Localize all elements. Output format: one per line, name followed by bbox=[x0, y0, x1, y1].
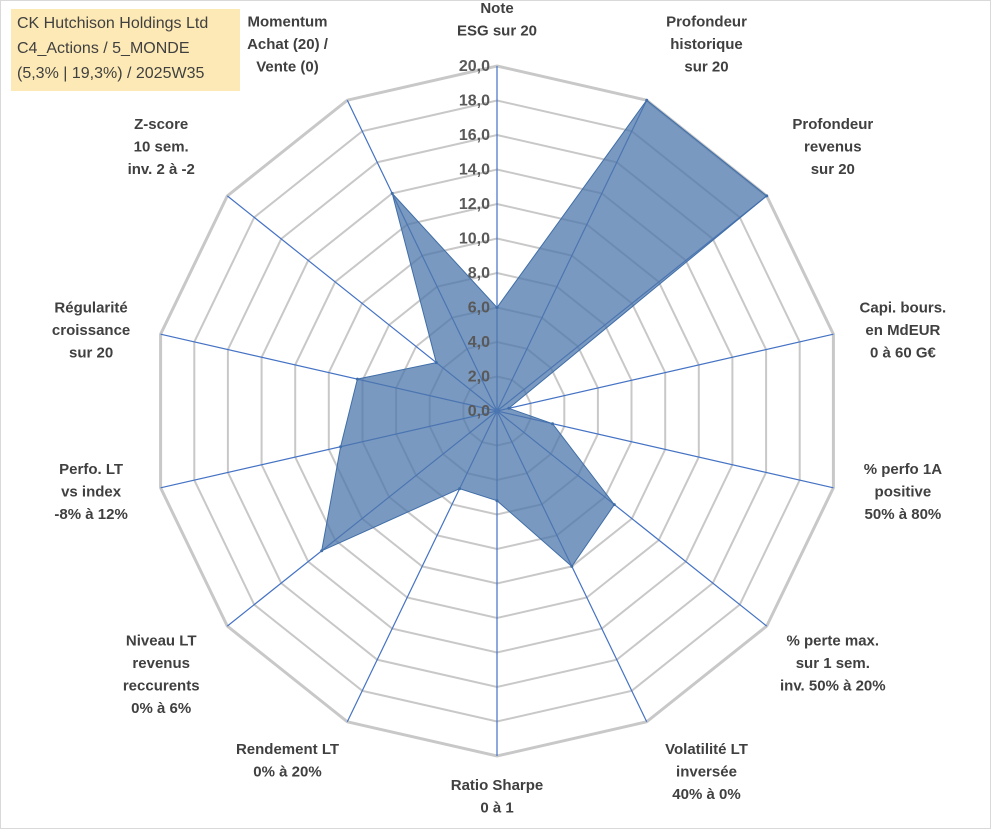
axis-label: % perfo 1A positive 50% à 80% bbox=[864, 461, 943, 523]
axis-label: Rendement LT 0% à 20% bbox=[236, 741, 339, 781]
data-point bbox=[434, 361, 438, 365]
chart-title-box: CK Hutchison Holdings Ltd C4_Actions / 5… bbox=[11, 9, 240, 91]
axis-label: Volatilité LT inversée 40% à 0% bbox=[665, 741, 748, 803]
data-point bbox=[612, 503, 616, 507]
axis-label: Capi. bours. en MdEUR 0 à 60 G€ bbox=[860, 300, 947, 362]
series-area bbox=[320, 98, 769, 568]
tick-label: 0,0 bbox=[468, 403, 490, 420]
data-point bbox=[458, 487, 462, 491]
tick-label: 2,0 bbox=[468, 369, 490, 386]
axis-label: Momentum Achat (20) / Vente (0) bbox=[247, 13, 329, 75]
title-line-1: CK Hutchison Holdings Ltd bbox=[17, 15, 209, 32]
data-point bbox=[495, 306, 499, 309]
title-line-3: (5,3% | 19,3%) / 2025W35 bbox=[17, 65, 205, 82]
data-point bbox=[355, 377, 359, 381]
tick-label: 12,0 bbox=[459, 196, 490, 213]
axis-label: Note ESG sur 20 bbox=[457, 0, 537, 40]
tick-label: 20,0 bbox=[459, 58, 490, 75]
data-point bbox=[495, 499, 499, 503]
tick-label: 8,0 bbox=[468, 265, 490, 282]
data-point bbox=[551, 422, 554, 426]
axis-label: Z-score 10 sem. inv. 2 à -2 bbox=[128, 116, 195, 178]
axis-label: Niveau LT revenus reccurents 0% à 6% bbox=[123, 632, 200, 717]
axis-spoke bbox=[496, 333, 834, 412]
data-point bbox=[320, 549, 324, 553]
tick-label: 16,0 bbox=[459, 127, 490, 144]
axis-label: Perfo. LT vs index -8% à 12% bbox=[54, 461, 127, 523]
axis-label: Ratio Sharpe 0 à 1 bbox=[451, 777, 544, 817]
data-point bbox=[570, 564, 574, 568]
tick-label: 4,0 bbox=[468, 334, 490, 351]
series-polygon bbox=[321, 99, 768, 568]
data-point bbox=[390, 191, 394, 195]
data-point bbox=[645, 98, 649, 102]
data-point bbox=[507, 406, 511, 410]
axis-labels: Note ESG sur 20 Profondeur historique sur 20… bbox=[52, 0, 946, 817]
title-line-2: C4_Actions / 5_MONDE bbox=[17, 40, 190, 57]
radial-tick-labels: 0,0 2,0 4,0 6,0 8,0 10,0 12,0 14,0 16,0 18,0 20,0 bbox=[459, 58, 490, 420]
tick-label: 6,0 bbox=[468, 300, 490, 317]
axis-label: Profondeur historique sur 20 bbox=[666, 13, 747, 75]
axis-label: Régularité croissance sur 20 bbox=[52, 300, 130, 362]
tick-label: 14,0 bbox=[459, 162, 490, 179]
axis-label: Profondeur revenus sur 20 bbox=[792, 116, 873, 178]
tick-label: 10,0 bbox=[459, 231, 490, 248]
tick-label: 18,0 bbox=[459, 93, 490, 110]
data-point bbox=[765, 194, 769, 198]
data-point bbox=[339, 445, 343, 449]
axis-label: % perte max. sur 1 sem. inv. 50% à 20% bbox=[780, 632, 886, 694]
